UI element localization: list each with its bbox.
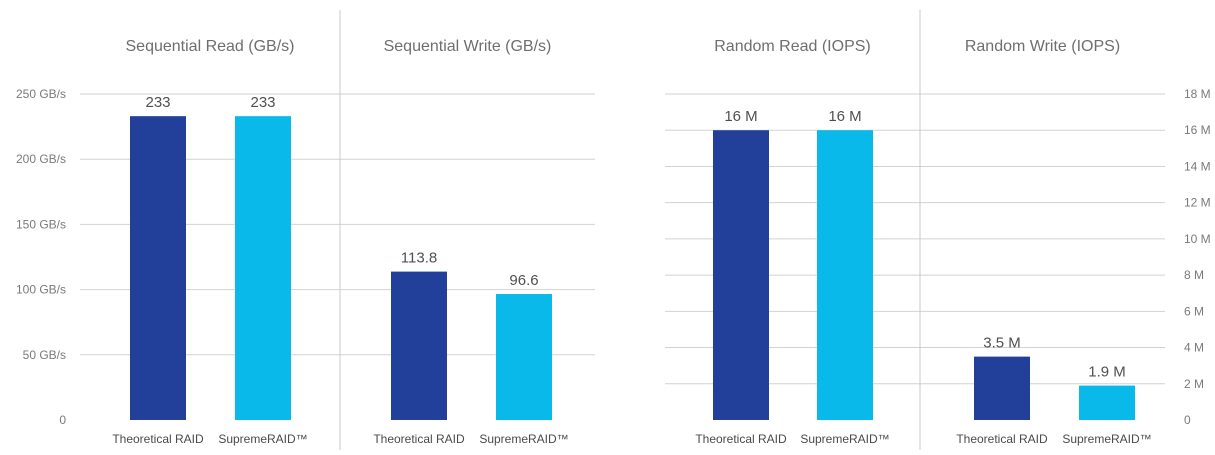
panel-title: Random Read (IOPS)	[714, 38, 871, 55]
category-label: SupremeRAID™	[1062, 432, 1151, 446]
category-label: Theoretical RAID	[956, 432, 1048, 446]
y-tick-label-right: 14 M	[1184, 159, 1211, 173]
y-tick-label-right: 6 M	[1184, 304, 1204, 318]
y-tick-label-left: 250 GB/s	[16, 87, 66, 101]
bar-value-label: 16 M	[724, 108, 757, 125]
bar-theoretical-raid	[130, 116, 186, 420]
bar-supremeraid	[235, 116, 291, 420]
bar-value-label: 1.9 M	[1088, 364, 1126, 381]
panel-title: Sequential Read (GB/s)	[126, 38, 295, 55]
bar-value-label: 96.6	[509, 272, 538, 289]
category-label: Theoretical RAID	[112, 432, 204, 446]
panel-title: Random Write (IOPS)	[965, 38, 1120, 55]
bar-value-label: 233	[250, 94, 275, 111]
y-tick-label-left: 100 GB/s	[16, 283, 66, 297]
y-tick-label-left: 200 GB/s	[16, 152, 66, 166]
bar-supremeraid	[496, 294, 552, 420]
bar-theoretical-raid	[974, 356, 1030, 420]
bar-value-label: 16 M	[828, 108, 861, 125]
bar-value-label: 233	[145, 94, 170, 111]
y-tick-label-right: 8 M	[1184, 268, 1204, 282]
y-tick-label-right: 0	[1184, 413, 1191, 427]
y-tick-label-left: 150 GB/s	[16, 217, 66, 231]
y-tick-label-left: 50 GB/s	[23, 348, 66, 362]
category-label: SupremeRAID™	[218, 432, 307, 446]
category-label: Theoretical RAID	[373, 432, 465, 446]
category-label: SupremeRAID™	[479, 432, 568, 446]
bar-supremeraid	[1079, 385, 1135, 420]
y-tick-label-right: 4 M	[1184, 341, 1204, 355]
y-tick-label-right: 16 M	[1184, 123, 1211, 137]
y-tick-label-right: 10 M	[1184, 232, 1211, 246]
bar-theoretical-raid	[713, 130, 769, 420]
bar-supremeraid	[817, 130, 873, 420]
panel-title: Sequential Write (GB/s)	[384, 38, 552, 55]
bar-value-label: 113.8	[401, 250, 437, 267]
category-label: Theoretical RAID	[695, 432, 787, 446]
y-tick-label-right: 12 M	[1184, 196, 1211, 210]
y-tick-label-right: 18 M	[1184, 87, 1211, 101]
category-label: SupremeRAID™	[800, 432, 889, 446]
bar-value-label: 3.5 M	[983, 335, 1021, 352]
y-tick-label-right: 2 M	[1184, 377, 1204, 391]
y-tick-label-left: 0	[59, 413, 66, 427]
bar-theoretical-raid	[391, 271, 447, 420]
